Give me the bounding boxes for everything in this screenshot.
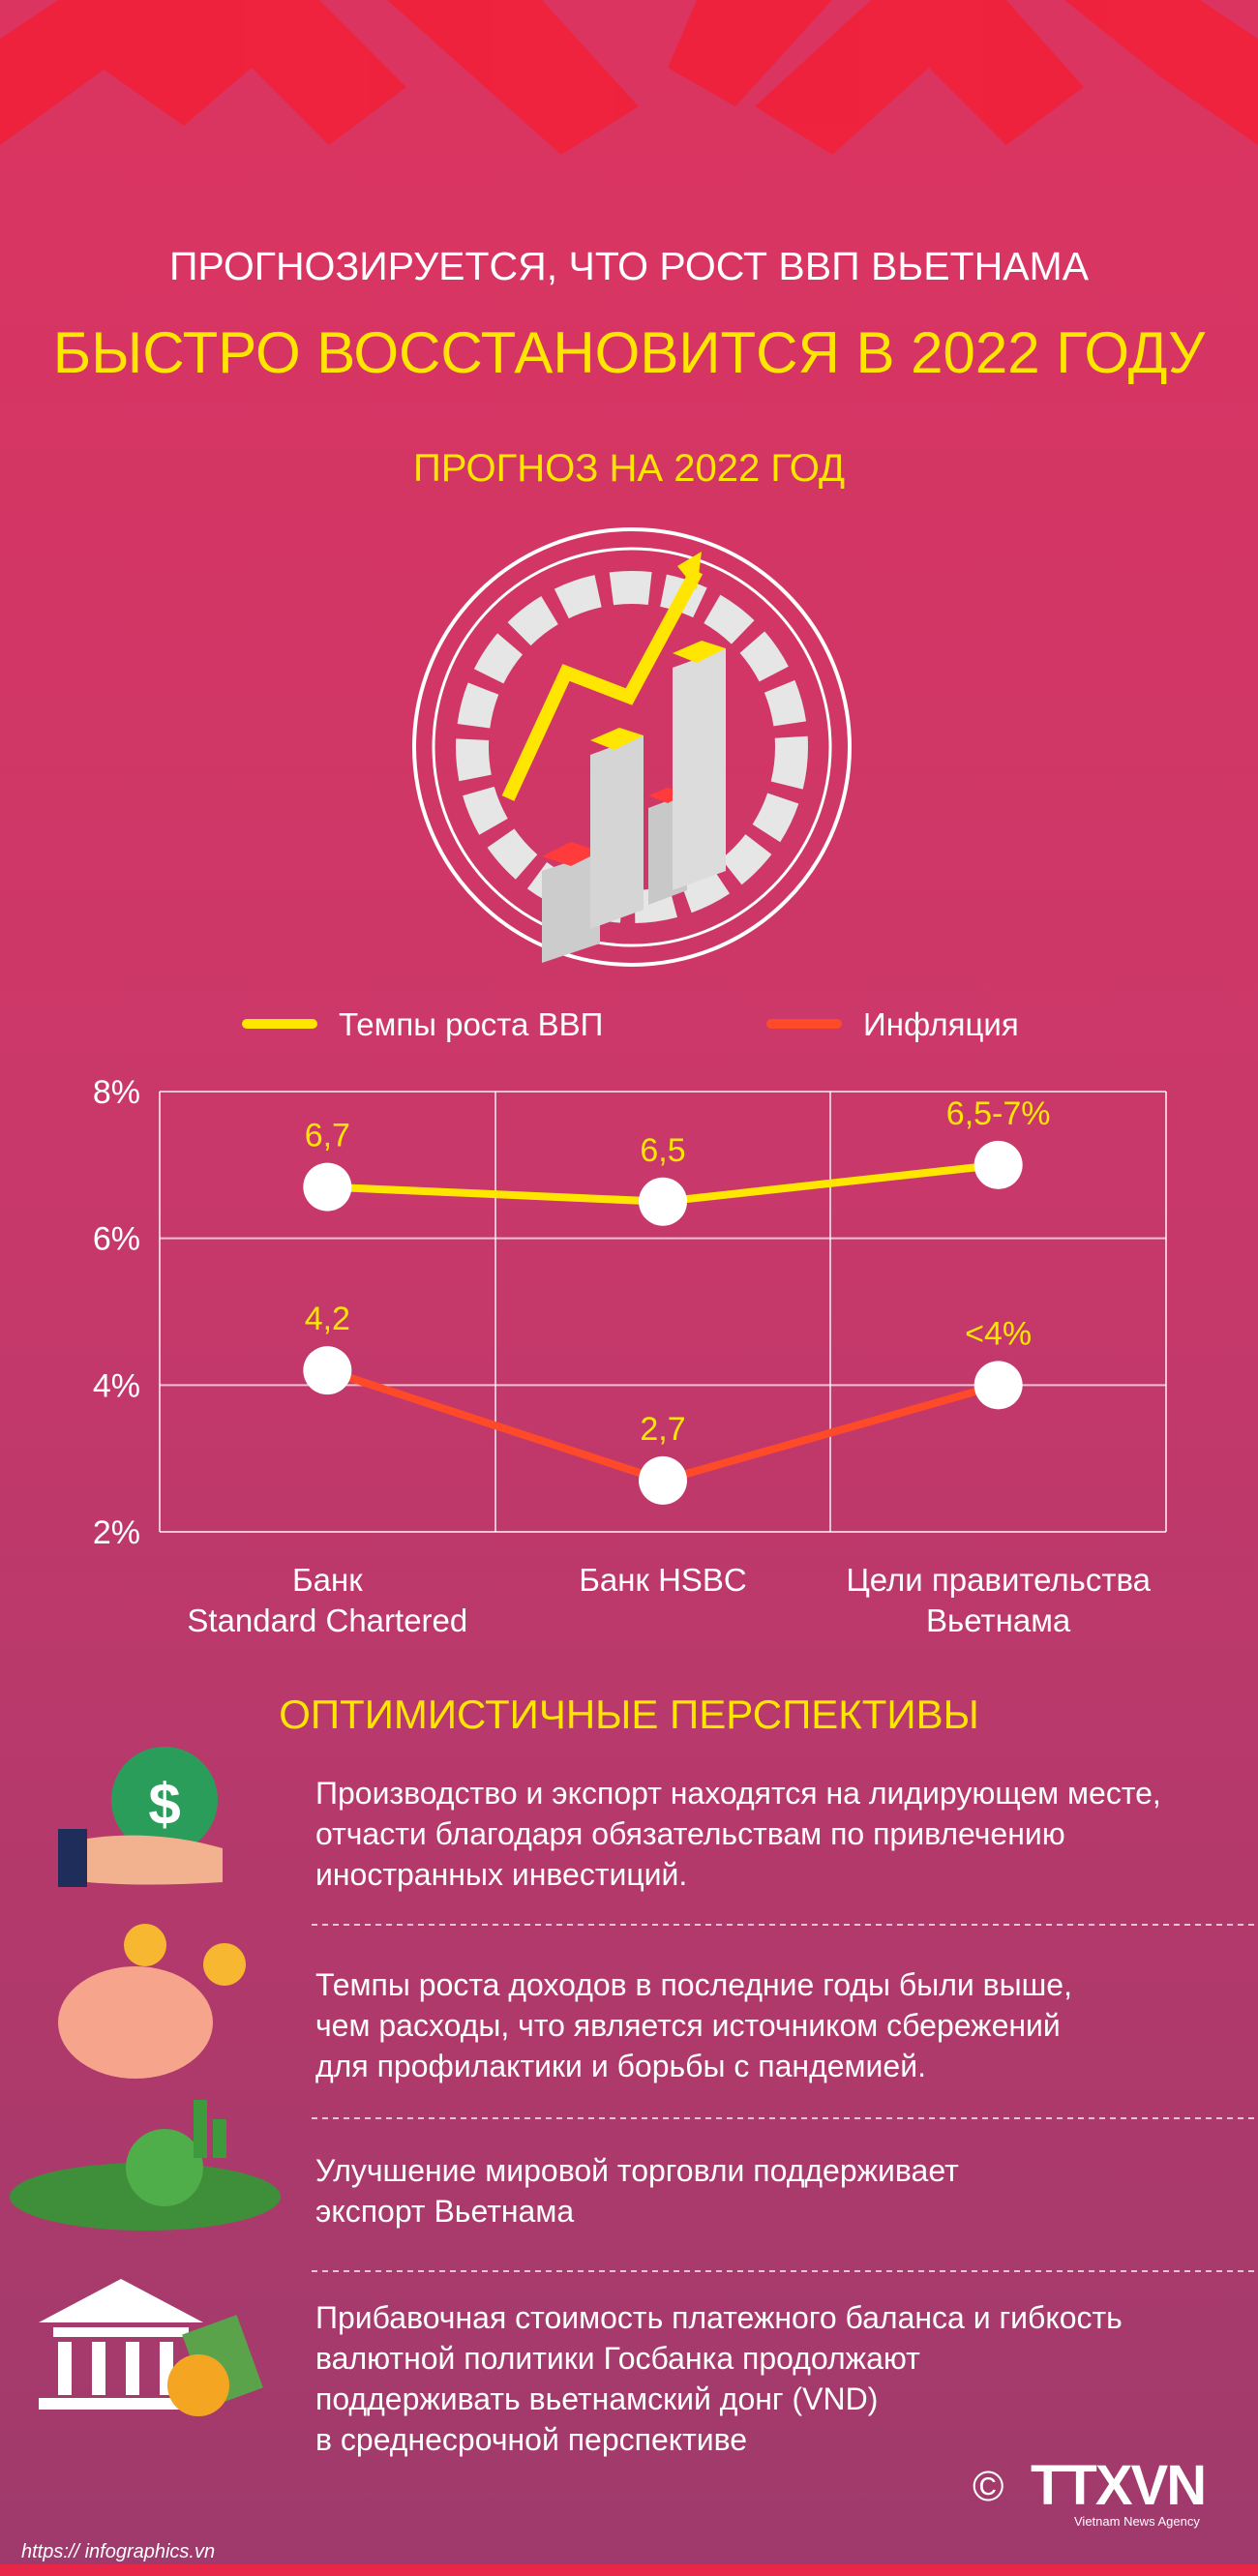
data-label: <4% <box>965 1315 1032 1352</box>
data-label: 4,2 <box>305 1301 350 1337</box>
x-tick-label: Банк HSBC <box>579 1562 747 1598</box>
y-tick-label: 2% <box>93 1514 140 1551</box>
y-tick-label: 8% <box>93 1074 140 1111</box>
section-title: ОПТИМИСТИЧНЫЕ ПЕРСПЕКТИВЫ <box>279 1692 979 1737</box>
subtitle: ПРОГНОЗ НА 2022 ГОД <box>412 447 846 490</box>
legend-label: Инфляция <box>863 1006 1019 1042</box>
source-url: https:// infographics.vn <box>21 2541 216 2562</box>
data-label: 6,7 <box>305 1118 350 1154</box>
logo: TTXVN <box>1031 2454 1207 2517</box>
data-point <box>973 1140 1023 1189</box>
data-point <box>639 1177 687 1226</box>
growth-icon <box>412 527 852 967</box>
data-label: 2,7 <box>640 1411 685 1448</box>
icon-piggy-bank <box>58 1924 246 2079</box>
data-point <box>973 1361 1023 1410</box>
data-point <box>639 1455 687 1505</box>
data-point <box>303 1346 352 1395</box>
perspective-text: Производство и экспорт находятся на лиди… <box>315 1776 1161 1892</box>
logo-caption: Vietnam News Agency <box>1074 2514 1200 2529</box>
separators <box>312 1924 1258 2272</box>
icon-bank <box>39 2279 263 2416</box>
title-line1: ПРОГНОЗИРУЕТСЯ, ЧТО РОСТ ВВП ВЬЕТНАМА <box>168 244 1090 288</box>
data-label: 6,5-7% <box>946 1095 1051 1132</box>
plot-frame <box>159 1092 1167 1532</box>
y-tick-label: 6% <box>93 1221 140 1258</box>
title-line2: БЫСТРО ВОССТАНОВИТСЯ В 2022 ГОДУ <box>52 320 1206 385</box>
data-point <box>303 1162 352 1212</box>
top-decoration <box>0 0 1258 155</box>
copyright: © <box>973 2463 1004 2510</box>
perspective-text: Темпы роста доходов в последние годы был… <box>315 1967 1072 2083</box>
x-tick-label: Банк Standard Chartered <box>187 1562 468 1638</box>
icon-money-hand: $ <box>58 1747 223 1887</box>
perspective-text: Улучшение мировой торговли поддерживает … <box>315 2153 959 2229</box>
data-label: 6,5 <box>640 1132 685 1169</box>
icon-world-trade <box>10 2100 281 2231</box>
perspective-text: Прибавочная стоимость платежного баланса… <box>315 2300 1123 2457</box>
y-tick-label: 4% <box>93 1367 140 1404</box>
svg-text:$: $ <box>148 1772 180 1837</box>
legend-label: Темпы роста ВВП <box>339 1006 603 1042</box>
x-tick-label: Цели правительства Вьетнама <box>846 1562 1151 1638</box>
bottom-bar <box>0 2564 1258 2576</box>
